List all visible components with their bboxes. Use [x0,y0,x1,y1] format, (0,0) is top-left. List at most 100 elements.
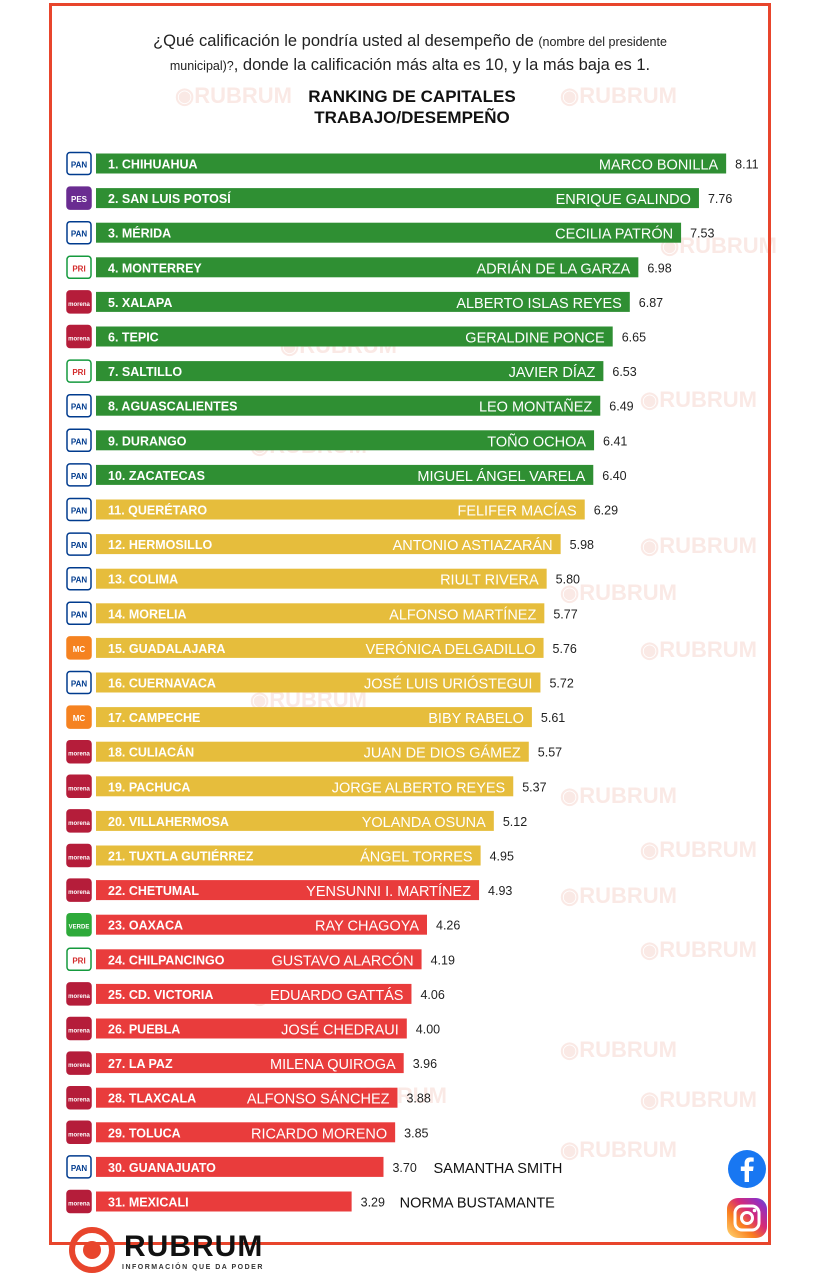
title-line-1: RANKING DE CAPITALES [308,87,516,106]
bar-category-label: 14. MORELIA [108,607,187,621]
watermark-text: ◉RUBRUM [560,1037,677,1062]
party-logo-icon [66,774,92,799]
bar-row: PAN 16. CUERNAVACA JOSÉ LUIS URIÓSTEGUI 5.7… [66,670,574,695]
bar-row: morena 21. TUXTLA GUTIÉRREZ ÁNGEL TORRES 4.… [66,843,514,868]
bar-row: PAN 3. MÉRIDA CECILIA PATRÓN 7.53 [66,220,714,245]
bar-name-label: ALFONSO SÁNCHEZ [247,1091,390,1108]
bar [96,845,481,866]
party-logo-label: PAN [71,472,88,481]
bar-value-label: 5.12 [503,815,527,829]
bar-value-label: 4.06 [420,988,444,1002]
bar-category-label: 22. CHETUMAL [108,884,199,898]
bar [96,880,480,901]
facebook-icon[interactable] [727,1149,767,1189]
party-logo-label: PAN [71,507,88,516]
party-logo-icon [66,982,92,1006]
bar-row: morena 27. LA PAZ MILENA QUIROGA 3.96 [66,1051,437,1075]
bar-name-label: ANTONIO ASTIAZARÁN [393,537,553,554]
watermark-text: ◉RUBRUM [560,580,677,605]
bar-name-label: ENRIQUE GALINDO [556,192,691,208]
party-logo-icon [66,566,92,591]
bar-name-label: JORGE ALBERTO REYES [332,780,506,796]
bar-value-label: 4.00 [416,1023,440,1037]
brand-name: RUBRUM [124,1230,264,1263]
party-logo-label: morena [68,752,90,758]
bar-category-label: 7. SALTILLO [108,365,182,379]
bar-value-label: 5.37 [522,780,546,794]
bar-name-label: RAY CHAGOYA [315,919,419,935]
bar-value-label: 6.29 [594,504,618,518]
party-logo-label: PAN [71,230,88,239]
bar-name-label: JUAN DE DIOS GÁMEZ [364,745,521,762]
party-logo-icon [66,428,92,453]
party-logo-icon [66,636,92,660]
party-logo-icon [66,601,92,626]
bar-row: morena 25. CD. VICTORIA EDUARDO GATTÁS 4.06 [66,982,445,1006]
watermark-text: ◉RUBRUM [560,883,677,908]
party-logo-icon [66,843,92,868]
bar-name-label: MILENA QUIROGA [270,1057,396,1073]
party-logo-label: PAN [71,610,88,619]
bar-category-label: 18. CULIACÁN [108,745,194,760]
party-logo-icon [66,324,92,349]
party-logo-icon [66,670,92,695]
bar [96,1156,384,1177]
watermark-text: ◉RUBRUM [640,387,757,412]
bar-category-label: 5. XALAPA [108,296,172,310]
party-logo-icon [66,1155,92,1179]
watermark-text: ◉RUBRUM [560,783,677,808]
bar-value-label: 3.70 [392,1161,416,1175]
party-logo-label: morena [68,856,90,862]
party-logo-icon [66,1085,92,1110]
bar-value-label: 3.88 [406,1092,430,1106]
party-logo-label: morena [68,1029,90,1035]
bar [96,707,532,728]
bar-row: MC 17. CAMPECHE BIBY RABELO 5.61 [66,705,565,729]
bar-value-label: 5.61 [541,711,565,725]
party-logo-label: PAN [71,437,88,446]
party-logo-label: PAN [71,541,88,550]
watermark-text: ◉RUBRUM [640,1087,757,1112]
bar [96,188,699,209]
bar-value-label: 6.40 [602,469,626,483]
bar-name-label: JAVIER DÍAZ [509,364,596,381]
bars-layer: PAN 1. CHIHUAHUA MARCO BONILLA 8.11 PES 2. SA… [66,151,759,1214]
bar-name-label: RICARDO MORENO [251,1126,387,1142]
bar-category-label: 21. TUXTLA GUTIÉRREZ [108,849,254,864]
rubrum-logo-icon [69,1227,115,1273]
watermark-text: ◉RUBRUM [560,83,677,108]
party-logo-label: MC [73,714,86,723]
party-logo-icon [66,463,92,487]
party-logo-label: VERDE [69,925,90,931]
party-logo-label: PRI [72,368,85,377]
party-logo-icon [66,947,92,972]
bar-value-label: 6.65 [622,331,646,345]
instagram-icon[interactable] [725,1196,769,1240]
bar-row: morena 5. XALAPA ALBERTO ISLAS REYES 6.87 [66,290,663,314]
frame-border [49,3,771,1245]
bar-row: VERDE 23. OAXACA RAY CHAGOYA 4.26 [66,912,460,937]
bar-category-label: 23. OAXACA [108,919,183,933]
bar [96,949,422,970]
bar-name-label: ÁNGEL TORRES [360,849,473,866]
bar-row: morena 20. VILLAHERMOSA YOLANDA OSUNA 5.12 [66,809,527,833]
bar-category-label: 26. PUEBLA [108,1023,180,1037]
bar-name-label: EDUARDO GATTÁS [270,987,403,1004]
bar-category-label: 27. LA PAZ [108,1057,173,1071]
party-logo-icon [66,1120,92,1145]
bar-row: PAN 12. HERMOSILLO ANTONIO ASTIAZARÁN 5.98 [66,532,594,556]
party-logo-icon [66,532,92,556]
bar-row: PAN 14. MORELIA ALFONSO MARTÍNEZ 5.77 [66,601,578,626]
party-logo-icon [66,1189,92,1214]
party-logo-label: PAN [71,1164,88,1173]
bar-category-label: 11. QUERÉTARO [108,503,207,518]
bar [96,741,529,762]
bar-category-label: 1. CHIHUAHUA [108,158,198,172]
watermark-text: ◉RUBRUM [640,533,757,558]
bar [96,637,544,658]
bar-name-label: ADRIÁN DE LA GARZA [476,260,630,277]
bar-row: morena 18. CULIACÁN JUAN DE DIOS GÁMEZ 5.57 [66,739,562,764]
party-logo-icon [66,1016,92,1041]
bar [96,983,412,1004]
survey-question: ¿Qué calificación le pondría usted al de… [153,32,667,74]
